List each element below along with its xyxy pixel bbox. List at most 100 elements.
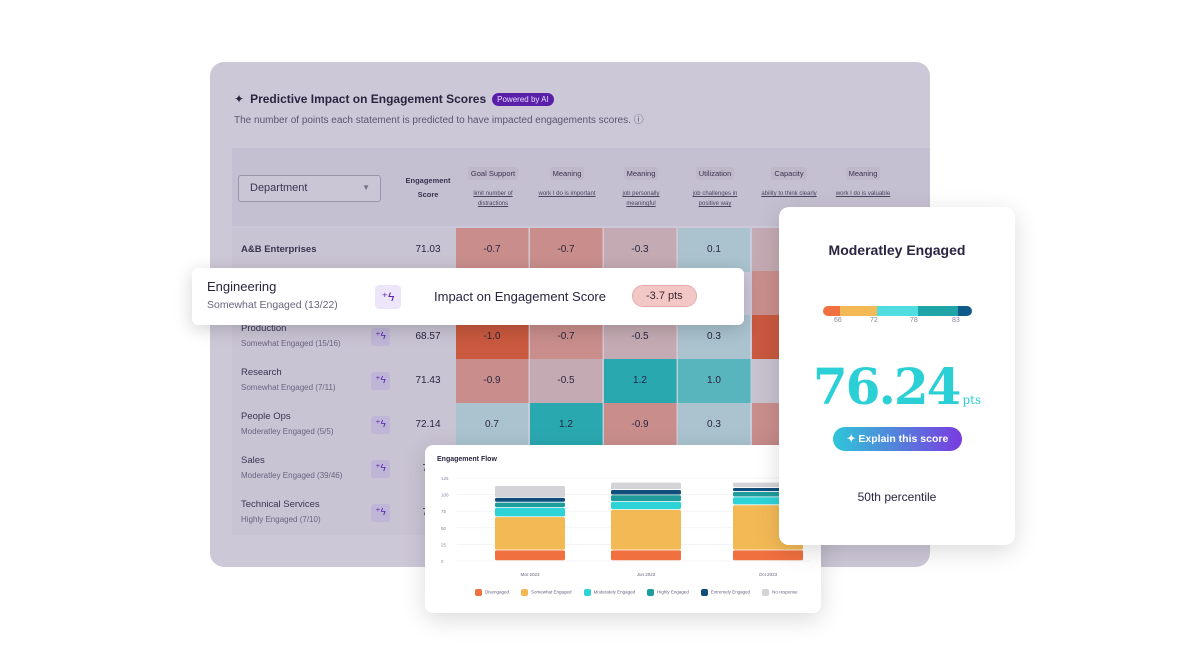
column-header[interactable]: Capacity ability to think clearly: [752, 163, 826, 199]
column-header[interactable]: Utilization job challenges in positive wa…: [678, 163, 752, 209]
department-name: A&B Enterprises: [241, 244, 317, 255]
column-statement[interactable]: work I do is valuable: [835, 191, 891, 197]
column-header[interactable]: Meaning work I do is important: [530, 163, 604, 199]
percentile: 50th percentile: [857, 490, 937, 504]
impact-cell[interactable]: 1.2: [604, 359, 677, 403]
column-category: Capacity: [771, 167, 807, 180]
legend-item[interactable]: Highly Engaged: [647, 589, 689, 596]
impact-cell[interactable]: 0.7: [456, 403, 529, 447]
bar-segment-highly-engaged[interactable]: [495, 502, 565, 508]
y-tick-label: 25: [441, 542, 447, 547]
bar-segment-moderately-engaged[interactable]: [611, 501, 681, 510]
explain-score-button[interactable]: ✦ Explain this score: [833, 427, 962, 451]
legend-swatch: [521, 589, 529, 596]
lightning-icon[interactable]: ⁺ϟ: [371, 328, 390, 346]
bar-segment-somewhat-engaged[interactable]: [611, 509, 681, 550]
lightning-icon[interactable]: ⁺ϟ: [375, 285, 401, 309]
engagement-status: Somewhat Engaged (7/11): [241, 383, 336, 392]
chart-plot: 0 25 50 75 100 125 Mar 2023 Jun 2023 Oct 2023: [441, 476, 810, 577]
column-statement[interactable]: job personally meaningful: [622, 191, 660, 207]
gauge-tick: 78: [910, 317, 918, 324]
chart-title: Engagement Flow: [437, 456, 497, 463]
bar-segment-no-response[interactable]: [495, 485, 565, 498]
bar-segment-disengaged[interactable]: [733, 550, 803, 561]
legend-swatch: [700, 589, 708, 596]
engagement-score: 71.03: [400, 228, 456, 272]
x-tick-label: Jun 2023: [637, 572, 656, 577]
info-icon[interactable]: ⓘ: [633, 115, 644, 126]
impact-cell[interactable]: 1.0: [678, 359, 751, 403]
engineering-popover: Engineering Somewhat Engaged (13/22) ⁺ϟ …: [192, 268, 744, 325]
row-label: Technical Services Highly Engaged (7/10) ⁺…: [232, 491, 400, 535]
bar-segment-disengaged[interactable]: [611, 550, 681, 561]
department-name: Research: [241, 367, 282, 378]
legend-swatch: [762, 589, 770, 596]
column-category: Meaning: [549, 167, 585, 180]
engagement-status: Moderatley Engaged (39/46): [241, 471, 343, 480]
bar-segment-moderately-engaged[interactable]: [495, 507, 565, 517]
impact-cell[interactable]: -0.9: [604, 403, 677, 447]
chevron-down-icon: ▼: [362, 183, 370, 192]
bar-segment-disengaged[interactable]: [495, 550, 565, 561]
lightning-icon[interactable]: ⁺ϟ: [371, 372, 390, 390]
department-name: People Ops: [241, 411, 291, 422]
impact-cell[interactable]: -0.9: [456, 359, 529, 403]
engagement-flow-chart: Engagement Flow 0 25 50 75 100 125 Mar 2023 Jun…: [425, 445, 821, 613]
impact-cell[interactable]: 0.1: [678, 228, 751, 272]
engagement-score: 72.14: [400, 403, 456, 447]
column-header[interactable]: Meaning job personally meaningful: [604, 163, 678, 209]
column-statement[interactable]: limit number of distractions: [473, 191, 513, 207]
legend-item[interactable]: No response: [762, 589, 798, 596]
bar-segment-somewhat-engaged[interactable]: [495, 517, 565, 550]
impact-cell[interactable]: 1.2: [530, 403, 603, 447]
row-label: A&B Enterprises: [232, 228, 400, 272]
department-dropdown[interactable]: Department ▼: [238, 175, 381, 202]
gauge-tick: 66: [834, 317, 842, 324]
lightning-icon[interactable]: ⁺ϟ: [371, 416, 390, 434]
bar-segment-extremely-engaged[interactable]: [495, 497, 565, 502]
score-gauge: [823, 306, 972, 316]
legend-item[interactable]: Somewhat Engaged: [521, 589, 572, 596]
impact-cell[interactable]: -0.7: [456, 228, 529, 272]
column-statement[interactable]: work I do is important: [538, 191, 596, 197]
score-unit: pts: [962, 393, 982, 407]
y-tick-label: 75: [441, 509, 447, 514]
lightning-icon[interactable]: ⁺ϟ: [371, 460, 390, 478]
popover-department: Engineering: [207, 279, 277, 294]
y-tick-label: 0: [441, 559, 444, 564]
bar-segment-no-response[interactable]: [611, 482, 681, 490]
engagement-status: Moderatley Engaged (5/5): [241, 427, 334, 436]
row-label: People Ops Moderatley Engaged (5/5) ⁺ϟ: [232, 403, 400, 447]
bar-segment-highly-engaged[interactable]: [611, 495, 681, 502]
engagement-status: Somewhat Engaged (15/16): [241, 339, 341, 348]
gauge-tick: 83: [952, 317, 960, 324]
impact-cell[interactable]: -0.7: [530, 228, 603, 272]
column-category: Meaning: [623, 167, 659, 180]
legend-item[interactable]: Disengaged: [475, 589, 509, 596]
popover-status: Somewhat Engaged (13/22): [207, 299, 338, 311]
impact-cell[interactable]: 0.3: [678, 403, 751, 447]
impact-cell[interactable]: -0.5: [530, 359, 603, 403]
x-tick-label: Mar 2023: [520, 572, 540, 577]
score-card: Moderatley Engaged 66 72 78 83 76.24 pts…: [779, 207, 1015, 545]
column-statement[interactable]: ability to think clearly: [761, 191, 817, 197]
sparkle-icon: ✦: [846, 433, 859, 445]
department-name: Sales: [241, 455, 265, 466]
column-statement[interactable]: job challenges in positive way: [692, 191, 738, 207]
legend-item[interactable]: Extremely Engaged: [700, 589, 750, 596]
lightning-icon[interactable]: ⁺ϟ: [371, 504, 390, 522]
score-value: 76.24: [812, 357, 962, 416]
panel-subtitle: The number of points each statement is p…: [234, 115, 644, 126]
legend-swatch: [475, 589, 482, 596]
score-card-title: Moderatley Engaged: [828, 242, 966, 258]
department-name: Technical Services: [241, 499, 320, 510]
y-tick-label: 125: [441, 476, 449, 481]
column-header[interactable]: Meaning work I do is valuable: [826, 163, 900, 199]
table-header: Department ▼ Engagement Score Goal Support…: [232, 148, 930, 226]
legend-item[interactable]: Moderately Engaged: [583, 589, 635, 596]
column-header[interactable]: Goal Support limit number of distractions: [456, 163, 530, 209]
impact-pill: -3.7 pts: [632, 285, 697, 307]
impact-cell[interactable]: -0.3: [604, 228, 677, 272]
bar-segment-extremely-engaged[interactable]: [611, 489, 681, 495]
row-label: Sales Moderatley Engaged (39/46) ⁺ϟ: [232, 447, 400, 491]
